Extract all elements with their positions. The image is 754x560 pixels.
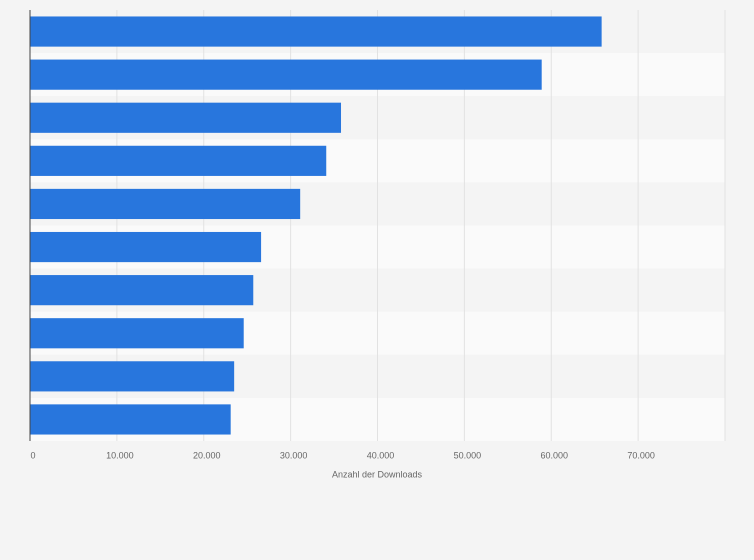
bar	[30, 16, 602, 47]
bar	[30, 145, 327, 176]
bar	[30, 404, 231, 435]
bar	[30, 59, 542, 90]
bar	[30, 318, 244, 349]
x-tick-label: 60.000	[540, 450, 568, 460]
x-tick-label: 50.000	[454, 450, 482, 460]
bar	[30, 361, 235, 392]
bar	[30, 275, 254, 306]
x-axis-label: Anzahl der Downloads	[332, 469, 423, 479]
bar	[30, 188, 301, 220]
x-tick-label: 30.000	[280, 450, 308, 460]
bar	[30, 231, 262, 263]
x-tick-label: 40.000	[367, 450, 395, 460]
x-tick-label: 10.000	[106, 450, 134, 460]
bar	[30, 102, 342, 133]
x-tick-label: 70.000	[627, 450, 655, 460]
x-tick-label: 0	[30, 450, 35, 460]
x-tick-label: 20.000	[193, 450, 221, 460]
